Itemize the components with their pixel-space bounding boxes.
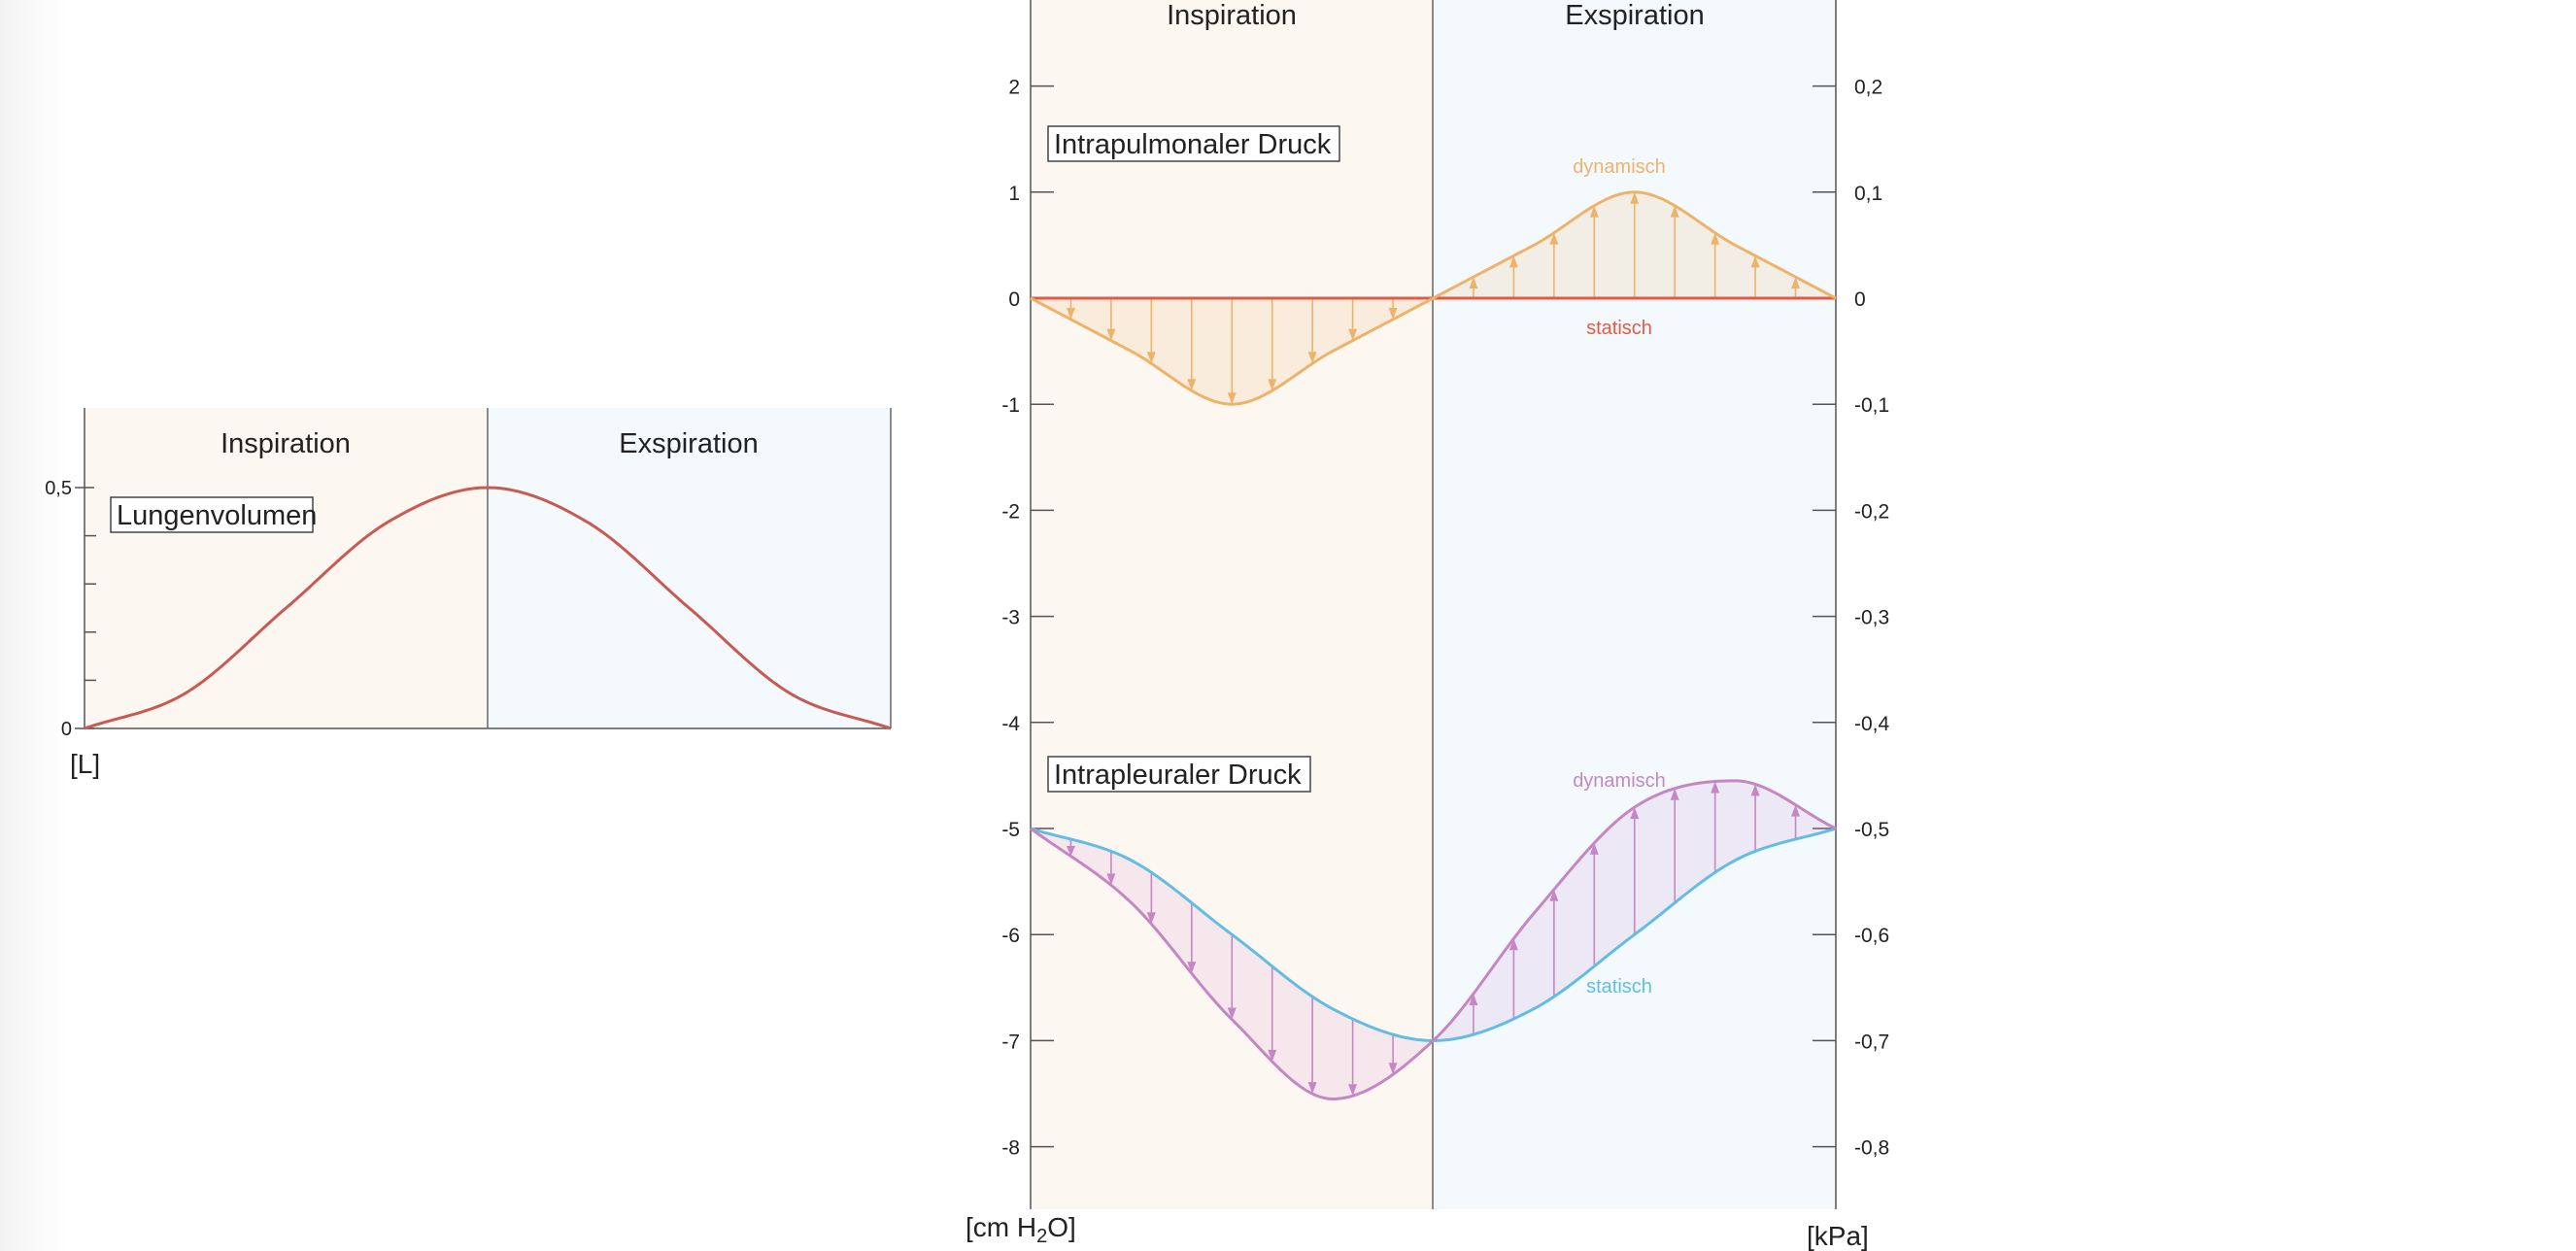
- pressure-right-tick-label: -0,4: [1854, 713, 1890, 735]
- intrapulm-arrow-head: [1630, 191, 1640, 204]
- pressure-right-tick-label: 0,1: [1854, 183, 1882, 205]
- pressure-phase-inspiration: Inspiration: [1167, 0, 1297, 31]
- intrapleural-arrow-head: [1268, 1049, 1277, 1062]
- intrapulm-arrow-head: [1268, 379, 1277, 391]
- intrapleural-arrow-head: [1711, 781, 1720, 794]
- pressure-left-tick-label: -2: [1001, 500, 1020, 523]
- intrapulm-arrow-head: [1711, 232, 1720, 245]
- intrapleural-arrow-head: [1106, 873, 1116, 886]
- intrapulm-label: Intrapulmonaler Druck: [1054, 129, 1332, 160]
- intrapleural-arrow-head: [1469, 994, 1478, 1006]
- volume-line: [84, 486, 892, 730]
- pressure-right-tick-label: -0,6: [1854, 925, 1889, 947]
- intrapleural-arrow-head: [1227, 1007, 1237, 1020]
- pressure-left-tick-label: -6: [1001, 925, 1020, 947]
- volume-phase-inspiration: Inspiration: [220, 428, 351, 459]
- intrapleural-arrow-head: [1066, 845, 1075, 857]
- pressure-left-tick-label: -5: [1001, 819, 1020, 841]
- pressure-right-tick-label: -0,2: [1854, 500, 1889, 523]
- intrapulm-arrow-head: [1469, 277, 1478, 289]
- volume-y-tick-label: 0,5: [45, 478, 72, 499]
- intrapulm-arrow-head: [1307, 352, 1317, 364]
- volume-label-box: [110, 496, 314, 533]
- pressure-left-tick-label: -7: [1001, 1031, 1020, 1053]
- intrapleural-arrow-head: [1630, 807, 1640, 820]
- volume-exspiration-band: [488, 408, 891, 728]
- intrapleural-static-label: statisch: [1586, 976, 1652, 997]
- intrapleural-arrow-head: [1146, 912, 1156, 925]
- volume-phase-exspiration: Exspiration: [619, 428, 758, 459]
- intrapulm-arrow-head: [1106, 328, 1116, 341]
- intrapulm-label-box: [1047, 125, 1340, 162]
- pressure-right-tick-label: -0,7: [1854, 1031, 1889, 1053]
- pressure-right-unit: [kPa]: [1807, 1221, 1869, 1251]
- intrapulm-arrow-head: [1589, 205, 1599, 218]
- intrapulm-arrow-head: [1750, 255, 1760, 268]
- pressure-left-tick-label: -1: [1001, 394, 1020, 417]
- intrapleural-arrow-head: [1348, 1084, 1358, 1097]
- volume-unit: [L]: [70, 749, 100, 779]
- pressure-right-tick-label: 0,2: [1854, 77, 1882, 99]
- intrapulm-arrow-head: [1227, 392, 1237, 405]
- volume-inspiration-band: [85, 408, 488, 728]
- intrapulm-arrow-head: [1549, 232, 1559, 245]
- intrapleural-arrow-head: [1388, 1063, 1398, 1075]
- intrapulm-arrow-head: [1187, 379, 1197, 391]
- intrapulm-arrow-head: [1348, 328, 1358, 341]
- intrapulm-dynamic-line: [1030, 190, 1837, 406]
- volume-y-tick-label: 0: [61, 719, 72, 740]
- intrapulm-arrow-head: [1066, 307, 1075, 320]
- pressure-right-tick-label: -0,3: [1854, 607, 1889, 629]
- pressure-right-tick-label: -0,5: [1854, 819, 1889, 841]
- intrapulm-arrow-head: [1146, 352, 1156, 364]
- intrapleural-label-box: [1047, 756, 1311, 793]
- intrapleural-dynamic-line: [1030, 779, 1837, 1100]
- pressure-phase-exspiration: Exspiration: [1565, 0, 1704, 31]
- intrapleural-arrow-head: [1750, 784, 1760, 796]
- intrapulm-dynamic-label: dynamisch: [1573, 156, 1666, 178]
- intrapleural-arrow-head: [1307, 1082, 1317, 1095]
- intrapleural-arrow-head: [1589, 842, 1599, 855]
- intrapleural-arrow-head: [1187, 962, 1197, 974]
- pressure-left-tick-label: 2: [1008, 77, 1020, 99]
- pressure-left-unit: [cm H2O]: [966, 1212, 1076, 1247]
- pressure-left-tick-label: 1: [1008, 183, 1020, 205]
- volume-label: Lungenvolumen: [117, 500, 317, 531]
- pressure-right-tick-label: -0,8: [1854, 1137, 1889, 1160]
- intrapleural-arrow-head: [1549, 889, 1559, 901]
- intrapleural-arrow-head: [1508, 938, 1518, 951]
- intrapleural-dynamic-label: dynamisch: [1573, 770, 1666, 792]
- pressure-right-tick-label: 0: [1854, 288, 1866, 311]
- intrapulm-static-label: statisch: [1586, 318, 1652, 339]
- intrapleural-arrow-head: [1791, 804, 1801, 817]
- intrapulm-arrow-head: [1388, 307, 1398, 320]
- pressure-left-tick-label: 0: [1008, 288, 1020, 311]
- intrapleural-label: Intrapleuraler Druck: [1054, 760, 1302, 791]
- pressure-left-tick-label: -4: [1001, 713, 1020, 735]
- intrapulm-arrow-head: [1670, 205, 1679, 218]
- pressure-left-tick-label: -3: [1001, 607, 1020, 629]
- intrapleural-arrow-head: [1670, 788, 1679, 800]
- intrapulm-arrow-head: [1508, 255, 1518, 268]
- intrapulm-arrow-head: [1791, 277, 1801, 289]
- pressure-left-tick-label: -8: [1001, 1137, 1020, 1160]
- pressure-right-tick-label: -0,1: [1854, 394, 1889, 417]
